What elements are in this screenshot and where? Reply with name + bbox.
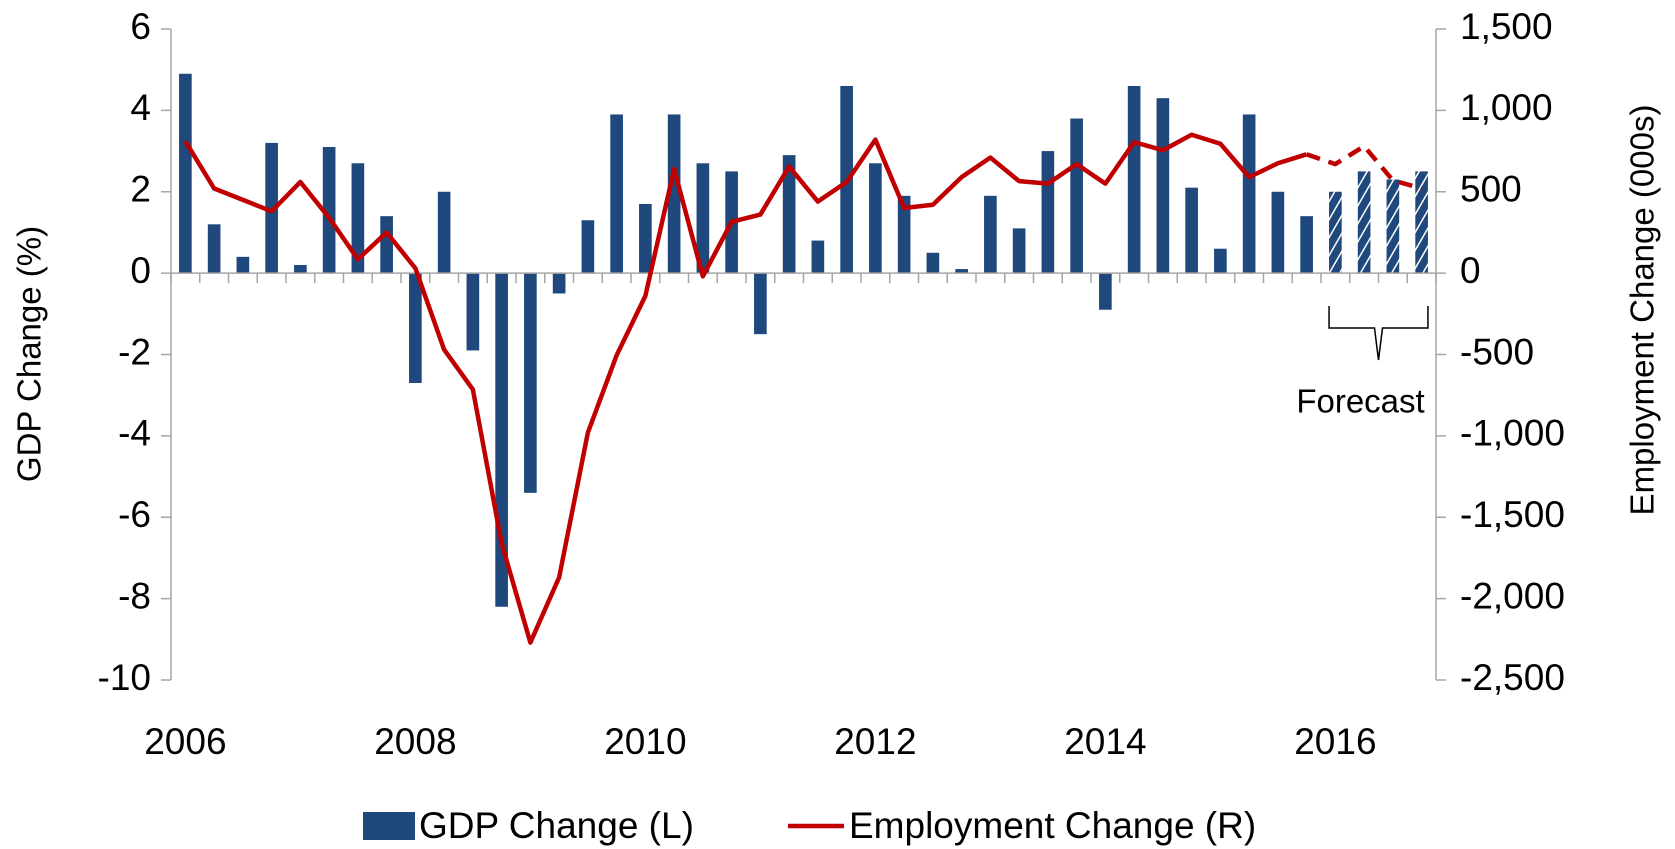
bar (1329, 191, 1342, 274)
bar (265, 142, 278, 274)
bar (639, 203, 652, 274)
bar (466, 273, 480, 351)
bar (207, 224, 221, 274)
bar (1012, 228, 1026, 274)
bar (782, 155, 796, 274)
bar (524, 273, 537, 493)
y2-tick-label: -2,000 (1460, 575, 1565, 616)
y-tick-label: -2 (118, 331, 151, 372)
bar (984, 195, 997, 274)
y2-tick-label: 0 (1460, 250, 1481, 291)
bar (1271, 191, 1285, 274)
y-tick-label: 2 (130, 169, 151, 210)
bar (1156, 98, 1170, 274)
y2-tick-label: -2,500 (1460, 657, 1565, 698)
bar (754, 273, 767, 335)
bar (409, 273, 422, 383)
bar (581, 220, 595, 274)
y-tick-label: 0 (130, 250, 151, 291)
y-axis-title: GDP Change (%) (11, 226, 48, 482)
bar (696, 163, 710, 274)
y-tick-label: 6 (130, 6, 151, 47)
x-tick-label: 2008 (374, 721, 456, 762)
y2-tick-label: -500 (1460, 331, 1534, 372)
forecast-bracket (1328, 306, 1429, 361)
bar (351, 163, 365, 274)
x-tick-label: 2006 (144, 721, 226, 762)
bar (1242, 114, 1256, 274)
line (183, 132, 1308, 645)
bar (1099, 273, 1112, 310)
bar (1300, 216, 1313, 274)
bar (926, 252, 940, 274)
bar (811, 240, 825, 274)
x-tick-label: 2016 (1294, 721, 1376, 762)
y-tick-label: -8 (118, 575, 151, 616)
bar (236, 256, 250, 274)
y-tick-label: -6 (118, 494, 151, 535)
y2-tick-label: 1,000 (1460, 87, 1553, 128)
y2-axis-title: Employment Change (000s) (1624, 105, 1661, 516)
x-tick-label: 2014 (1064, 721, 1146, 762)
y-tick-label: 4 (130, 87, 151, 128)
x-tick-label: 2010 (604, 721, 686, 762)
annotation: Forecast (1296, 383, 1424, 420)
x-tick-label: 2012 (834, 721, 916, 762)
y2-tick-label: -1,500 (1460, 494, 1565, 535)
legend-swatch (363, 812, 415, 840)
bar (869, 163, 882, 274)
bar (1214, 248, 1227, 274)
y2-tick-label: 1,500 (1460, 6, 1553, 47)
bar (897, 195, 911, 274)
bar (1185, 187, 1198, 274)
bar (437, 191, 451, 274)
bar (552, 273, 566, 294)
legend-label: Employment Change (R) (849, 805, 1256, 846)
bar (1357, 171, 1371, 274)
bar (1041, 151, 1055, 274)
bar (955, 269, 968, 274)
y2-tick-label: 500 (1460, 169, 1522, 210)
bar (322, 146, 336, 274)
y-tick-label: -4 (118, 413, 151, 454)
y2-tick-label: -1,000 (1460, 413, 1565, 454)
legend-label: GDP Change (L) (419, 805, 694, 846)
bar (380, 216, 393, 274)
bar (667, 114, 681, 274)
bar (1127, 85, 1141, 274)
bar (1386, 179, 1400, 274)
bar (294, 264, 307, 274)
bar (610, 114, 623, 274)
y-tick-label: -10 (98, 657, 151, 698)
forecast-line (1305, 143, 1423, 191)
bar (179, 73, 192, 274)
bar (1070, 118, 1083, 274)
bar (1415, 171, 1428, 274)
